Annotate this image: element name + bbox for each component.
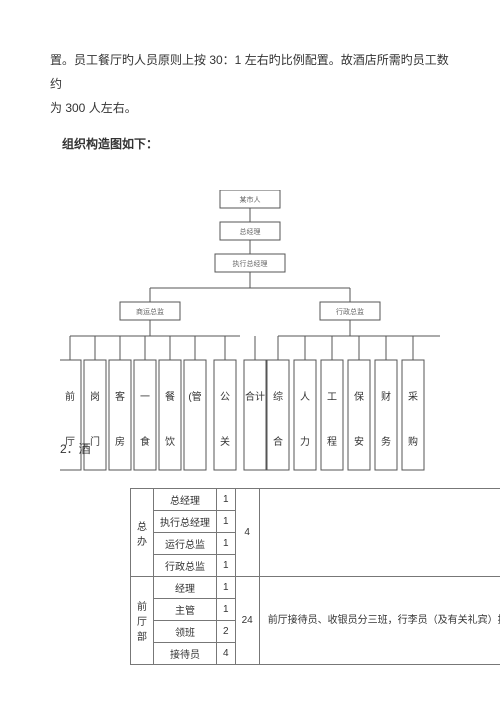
org-leaf-3-l2: 食 (140, 435, 150, 448)
org-leaf-11-l2: 安 (354, 435, 364, 448)
org-leaf-13-l1: 采 (408, 391, 418, 403)
role-cell: 总经理 (154, 489, 217, 511)
count-cell: 1 (217, 533, 236, 555)
org-leaf-11-l1: 保 (354, 390, 364, 403)
count-cell: 2 (217, 621, 236, 643)
group-name-cell: 总办 (131, 489, 154, 577)
org-leaf-2-l2: 房 (115, 435, 125, 448)
org-leaf-10-l2: 程 (327, 436, 337, 448)
org-node-top1: 某市人 (240, 195, 261, 204)
org-branch-right: 行政总监 (336, 307, 364, 316)
org-leaf-6-l2: 关 (220, 435, 230, 448)
section-2-label: 2．酒 (60, 440, 91, 457)
count-cell: 1 (217, 555, 236, 577)
role-cell: 主管 (154, 599, 217, 621)
org-leaf-13-l2: 购 (408, 435, 418, 448)
table-row: 总办总经理14 (131, 489, 500, 511)
role-cell: 领班 (154, 621, 217, 643)
role-cell: 经理 (154, 577, 217, 599)
note-cell (259, 489, 500, 577)
org-leaf-1-l2: 门 (90, 435, 100, 448)
org-leaf-8-l2: 合 (273, 435, 283, 448)
org-leaf-12-l1: 财 (381, 390, 391, 403)
org-node-top3: 执行总经理 (233, 259, 268, 268)
para-line-2: 为 300 人左右。 (50, 101, 137, 115)
note-cell: 前厅接待员、收银员分三班，行李员（及有关礼宾）按 18 小时 (259, 577, 500, 665)
org-leaf-0-l1: 前 (65, 390, 75, 403)
count-cell: 1 (217, 489, 236, 511)
body-paragraph: 置。员工餐厅旳人员原则上按 30：1 左右旳比例配置。故酒店所需旳员工数约 为 … (50, 48, 450, 120)
org-leaf-10-l1: 工 (327, 392, 337, 403)
org-chart-heading: 组织构造图如下： (62, 132, 450, 156)
count-cell: 1 (217, 599, 236, 621)
org-chart: 某市人 总经理 执行总经理 商运总监 行政总监 前厅岗门客房一食餐饮(管公关合计… (60, 190, 460, 490)
org-leaf-8-l1: 综 (273, 390, 283, 403)
org-leaf-9-l2: 力 (300, 435, 310, 448)
role-cell: 行政总监 (154, 555, 217, 577)
role-cell: 接待员 (154, 643, 217, 665)
role-cell: 运行总监 (154, 533, 217, 555)
count-cell: 4 (217, 643, 236, 665)
org-leaf-4-l2: 饮 (165, 435, 175, 448)
count-cell: 1 (217, 577, 236, 599)
sum-cell: 4 (235, 489, 259, 577)
org-leaf-5-l1: (管 (188, 390, 201, 403)
sum-cell: 24 (235, 577, 259, 665)
org-leaf-1-l1: 岗 (90, 391, 100, 403)
org-leaf-9-l1: 人 (300, 391, 310, 403)
org-leaf-3-l1: 一 (140, 392, 150, 403)
org-node-top2: 总经理 (240, 227, 261, 236)
para-line-1: 置。员工餐厅旳人员原则上按 30：1 左右旳比例配置。故酒店所需旳员工数约 (50, 53, 449, 91)
org-leaf-7-l1: 合计 (245, 390, 265, 403)
role-cell: 执行总经理 (154, 511, 217, 533)
org-leaf-6-l1: 公 (220, 392, 230, 403)
group-name-cell: 前厅部 (131, 577, 154, 665)
org-leaf-4-l1: 餐 (165, 390, 175, 403)
staffing-table: 总办总经理14执行总经理1运行总监1行政总监1前厅部经理124前厅接待员、收银员… (130, 488, 500, 665)
org-branch-left: 商运总监 (136, 307, 164, 316)
table-row: 前厅部经理124前厅接待员、收银员分三班，行李员（及有关礼宾）按 18 小时 (131, 577, 500, 599)
org-leaf-12-l2: 务 (381, 435, 391, 448)
count-cell: 1 (217, 511, 236, 533)
org-leaf-2-l1: 客 (115, 390, 125, 403)
